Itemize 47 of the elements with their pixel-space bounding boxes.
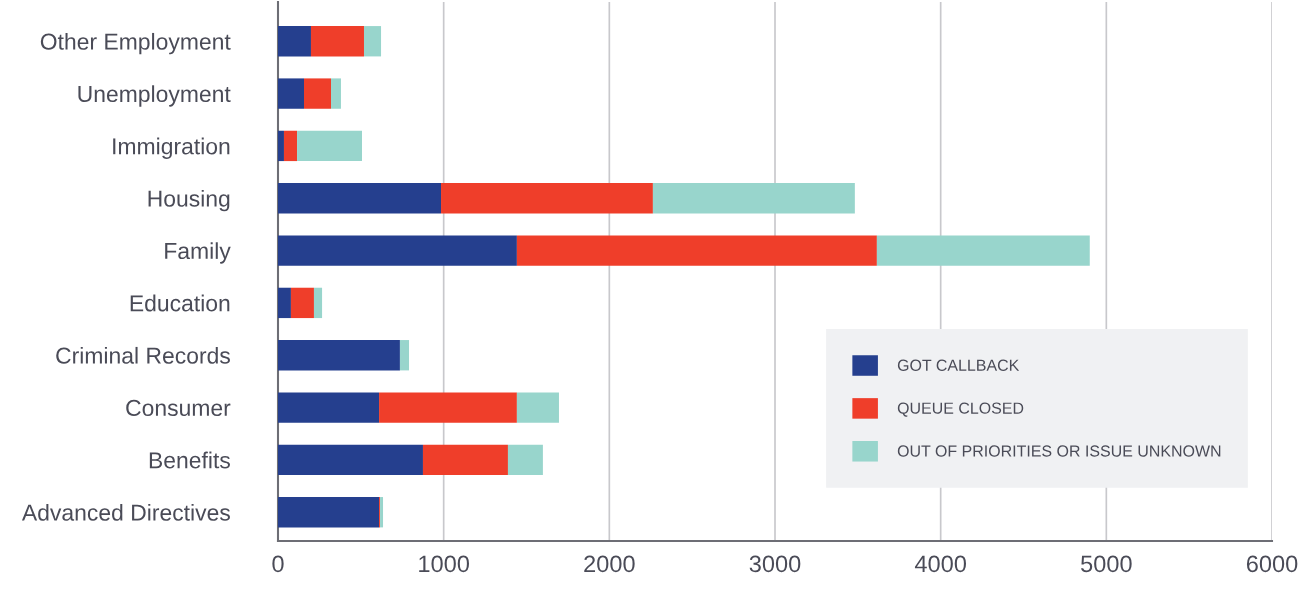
y-tick-label: Benefits xyxy=(149,451,230,469)
bar xyxy=(876,235,1090,266)
legend-label: QUEUE CLOSED xyxy=(897,402,1024,417)
bar xyxy=(297,130,362,162)
x-tick-label: 2000 xyxy=(584,555,635,573)
bar xyxy=(278,392,380,423)
bar xyxy=(278,287,291,319)
bar xyxy=(516,235,877,266)
y-tick-label: Other Employment xyxy=(40,32,231,55)
y-tick-label: Education xyxy=(130,294,230,312)
bar xyxy=(290,287,314,319)
y-tick-label: Criminal Records xyxy=(56,346,230,364)
legend-label: OUT OF PRIORITIES OR ISSUE UNKNOWN xyxy=(897,445,1221,457)
bar xyxy=(441,183,653,214)
y-tick-label: Family xyxy=(165,242,231,264)
bar xyxy=(278,130,284,162)
bar xyxy=(363,26,382,57)
x-tick-label: 4000 xyxy=(914,555,967,573)
bar xyxy=(516,392,559,423)
bar xyxy=(313,287,323,319)
bar xyxy=(278,497,380,528)
bar xyxy=(507,444,543,476)
bar xyxy=(399,340,410,371)
x-tick-label: 3000 xyxy=(749,555,801,573)
y-tick-label: Housing xyxy=(148,189,230,212)
bar xyxy=(331,78,341,109)
y-tick-label: Consumer xyxy=(126,399,231,417)
y-tick-label: Unemployment xyxy=(78,85,231,107)
x-tick-label: 6000 xyxy=(1246,555,1298,573)
bar xyxy=(310,26,364,57)
bar xyxy=(422,444,508,476)
y-tick-label: Immigration xyxy=(113,137,230,159)
y-tick-label: Advanced Directives xyxy=(21,503,230,521)
bar xyxy=(278,26,311,57)
bar xyxy=(278,183,442,214)
x-tick-label: 0 xyxy=(272,555,284,573)
bar xyxy=(379,392,517,423)
bar xyxy=(652,183,855,214)
x-tick-label: 1000 xyxy=(419,555,470,573)
legend-label: GOT CALLBACK xyxy=(897,359,1020,371)
bar xyxy=(278,235,517,266)
bar xyxy=(278,78,305,109)
x-tick-label: 5000 xyxy=(1081,555,1132,573)
bar xyxy=(283,130,298,162)
bar xyxy=(278,340,400,371)
bar xyxy=(278,444,423,476)
bar xyxy=(304,78,332,109)
